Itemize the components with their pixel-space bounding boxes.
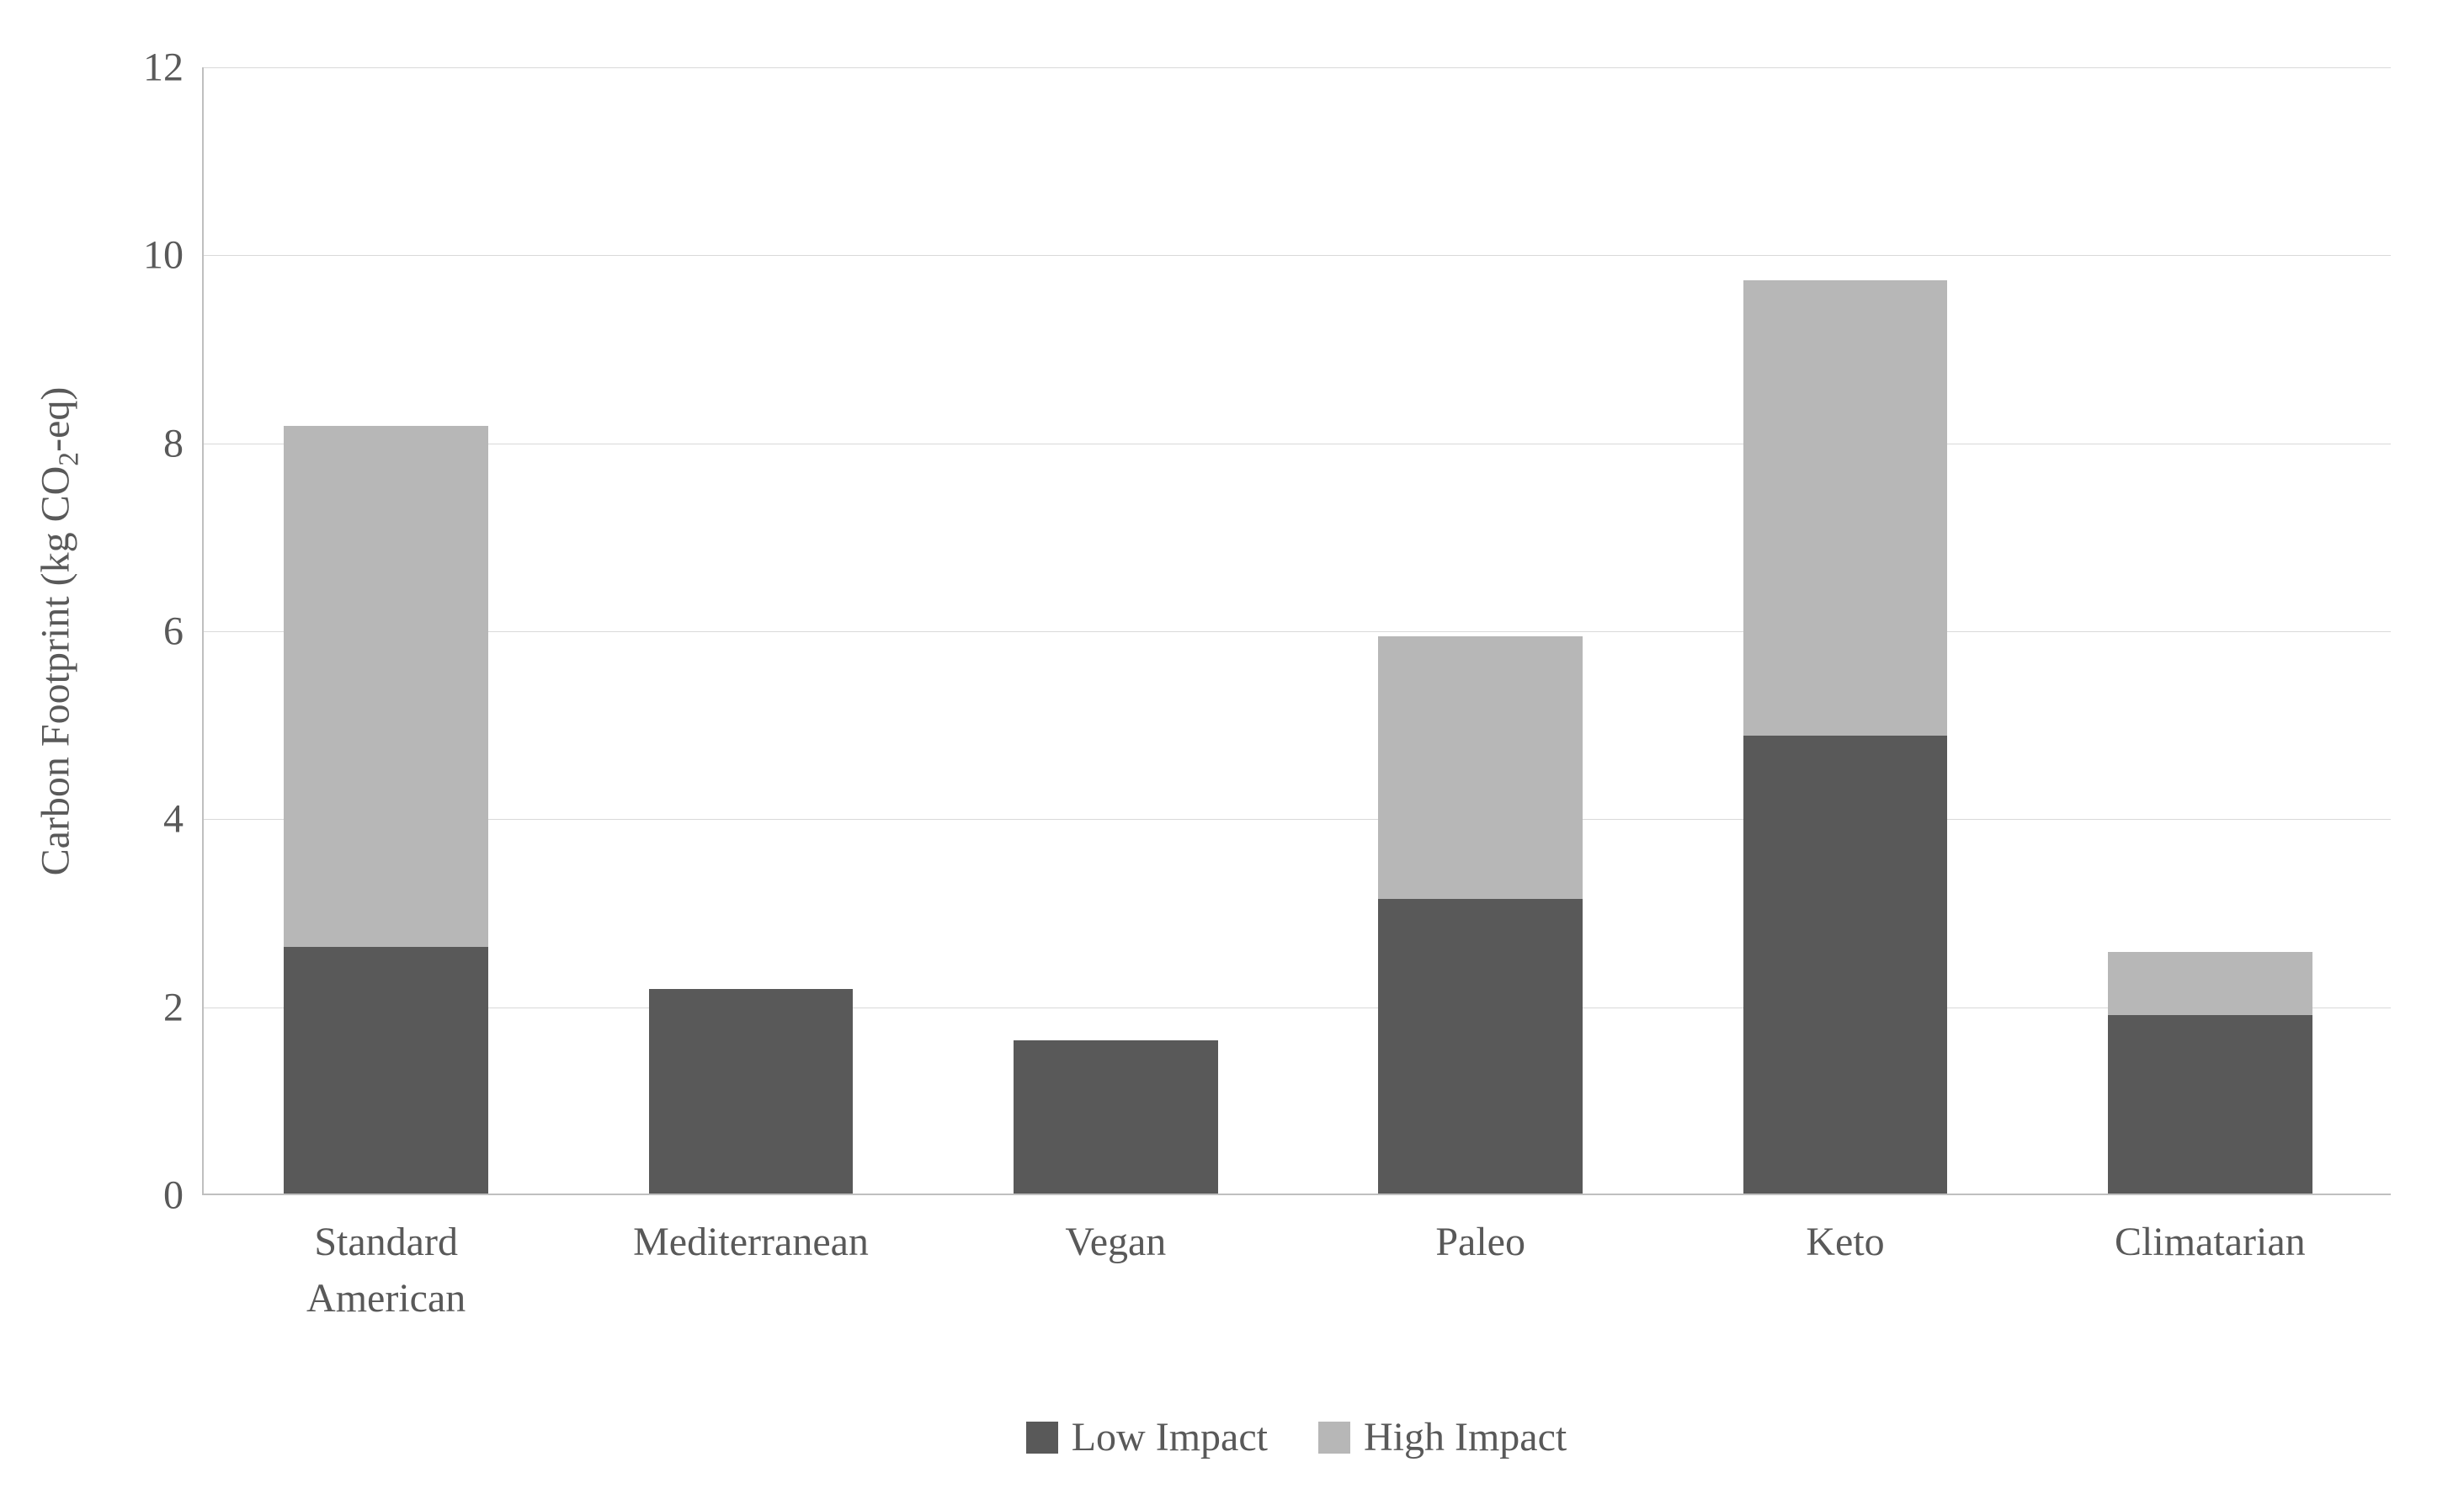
bar-segment [2108,952,2312,1015]
x-tick-label: Keto [1667,1194,2025,1270]
legend-swatch [1318,1422,1350,1454]
gridline [204,631,2391,632]
bar-segment [284,947,488,1194]
y-tick-label: 4 [163,796,204,843]
carbon-footprint-chart: 0 2 4 6 8 10 12 Standard AmericanMediterraneanV… [34,34,2430,1476]
legend-label: High Impact [1364,1414,1567,1460]
gridline [204,255,2391,256]
y-tick-label: 0 [163,1172,204,1219]
legend-item: Low Impact [1026,1414,1268,1460]
bar-segment [1743,736,1948,1194]
x-tick-label: Vegan [937,1194,1295,1270]
x-tick-label: Standard American [207,1194,565,1327]
y-tick-label: 8 [163,420,204,466]
gridline [204,67,2391,68]
bar-segment [1378,636,1583,900]
x-tick-label: Climatarian [2031,1194,2389,1270]
x-tick-label: Paleo [1301,1194,1659,1270]
bar-segment [1014,1040,1218,1194]
y-tick-label: 12 [143,45,204,91]
legend-label: Low Impact [1072,1414,1268,1460]
legend-item: High Impact [1318,1414,1567,1460]
bar-segment [2108,1015,2312,1194]
bar-segment [1378,899,1583,1194]
y-axis-title: Carbon Footprint (kg CO2-eq) [33,387,86,876]
bar-segment [284,426,488,948]
legend-swatch [1026,1422,1058,1454]
y-tick-label: 2 [163,984,204,1030]
y-tick-label: 10 [143,232,204,279]
bar-segment [649,989,854,1194]
gridline [204,819,2391,820]
x-tick-label: Mediterranean [572,1194,930,1270]
bar-segment [1743,280,1948,736]
chart-legend: Low Impact High Impact [202,1414,2391,1460]
y-tick-label: 6 [163,609,204,655]
plot-area: 024681012Standard AmericanMediterraneanV… [202,67,2391,1195]
